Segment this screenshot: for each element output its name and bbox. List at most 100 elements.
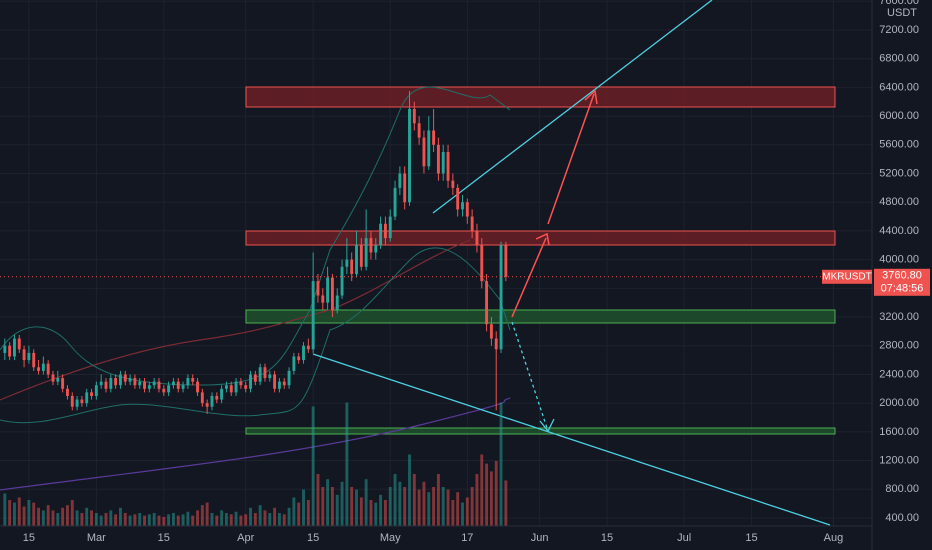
volume-bar (61, 507, 65, 526)
candle-body (210, 395, 214, 407)
x-tick-label: Jun (531, 532, 549, 544)
bollinger-band (0, 247, 511, 424)
candle-body (393, 187, 397, 217)
candle-body (297, 356, 301, 361)
candle-body (46, 363, 50, 375)
candle-body (152, 381, 156, 386)
volume-bar (321, 487, 325, 526)
volume-bar (340, 481, 344, 526)
volume-bar (128, 515, 132, 526)
candle-body (167, 385, 171, 393)
volume-bar (186, 511, 190, 526)
candle-body (224, 385, 228, 389)
candle-body (499, 245, 503, 350)
candle-body (383, 223, 387, 239)
volume-bar (311, 406, 315, 526)
candle-body (441, 151, 445, 174)
candle-body (364, 238, 368, 267)
volume-bar (364, 479, 368, 526)
volume-bar (191, 515, 195, 526)
y-tick-label: 1200.00 (879, 454, 919, 466)
volume-bar (70, 500, 74, 526)
candle-body (22, 349, 26, 361)
last-price-label: 3760.80 (882, 270, 922, 282)
candle-body (32, 352, 36, 368)
candle-body (461, 202, 464, 210)
candle-body (186, 378, 190, 386)
y-tick-label: 4000.00 (879, 254, 919, 266)
candle-body (258, 367, 262, 382)
volume-bar (408, 454, 411, 526)
candle-body (70, 395, 74, 407)
volume-bar (118, 507, 122, 526)
y-tick-label: 6400.00 (879, 81, 919, 93)
candle-body (8, 345, 12, 357)
volume (3, 402, 508, 526)
candle-body (215, 395, 219, 400)
x-tick-label: Apr (237, 532, 254, 544)
candle-body (162, 388, 166, 393)
volume-bar (244, 514, 248, 526)
volume-bar (3, 493, 7, 526)
volume-bar (461, 502, 464, 526)
volume-bar (287, 507, 291, 526)
candle-body (451, 180, 455, 188)
candle-body (277, 381, 281, 389)
countdown-label: 07:48:56 (881, 283, 924, 295)
volume-bar (80, 513, 84, 526)
volume-bar (123, 513, 127, 526)
y-tick-label: 800.00 (885, 483, 919, 495)
x-tick-label: Mar (87, 532, 106, 544)
candle-body (205, 403, 209, 407)
volume-bar (200, 505, 204, 526)
volume-bar (22, 506, 26, 526)
volume-bar (302, 489, 305, 526)
resistance-zone (245, 230, 836, 246)
volume-bar (355, 489, 358, 526)
candle-body (109, 378, 113, 389)
support-zone (245, 427, 836, 435)
candle-body (311, 281, 315, 350)
y-tick-label: 3200.00 (879, 311, 919, 323)
candle-body (408, 108, 411, 203)
candle-body (412, 108, 416, 124)
volume-bar (403, 487, 407, 526)
volume-bar (297, 502, 301, 526)
candle-body (51, 374, 55, 382)
volume-bar (32, 502, 36, 526)
volume-bar (85, 507, 89, 526)
y-tick-label: 2400.00 (879, 368, 919, 380)
volume-bar (422, 481, 426, 526)
candle-body (143, 381, 146, 389)
candle-body (85, 392, 89, 404)
candle-body (234, 381, 238, 393)
trend-line (432, 0, 713, 214)
volume-bar (215, 515, 219, 526)
volume-bar (292, 497, 296, 526)
volume-bar (152, 513, 156, 526)
candle-body (388, 216, 392, 239)
volume-bar (359, 497, 363, 526)
trend-line (312, 353, 831, 526)
grid (0, 0, 872, 526)
x-tick-label: 17 (461, 532, 473, 544)
candle-body (359, 245, 363, 267)
volume-bar (441, 487, 445, 526)
candle-body (200, 392, 204, 404)
volume-bar (196, 510, 199, 526)
x-tick-label: 15 (307, 532, 319, 544)
candle-body (27, 352, 31, 361)
volume-bar (75, 510, 79, 526)
volume-bar (485, 463, 489, 526)
volume-bar (330, 487, 334, 526)
y-tick-label: 5200.00 (879, 167, 919, 179)
drawings (0, 0, 836, 526)
candle-body (465, 202, 469, 217)
candle-body (282, 381, 286, 386)
moving-average (0, 397, 511, 491)
candle-body (80, 399, 84, 404)
volume-bar (432, 487, 436, 526)
volume-bar (470, 487, 474, 526)
volume-bar (8, 500, 12, 526)
